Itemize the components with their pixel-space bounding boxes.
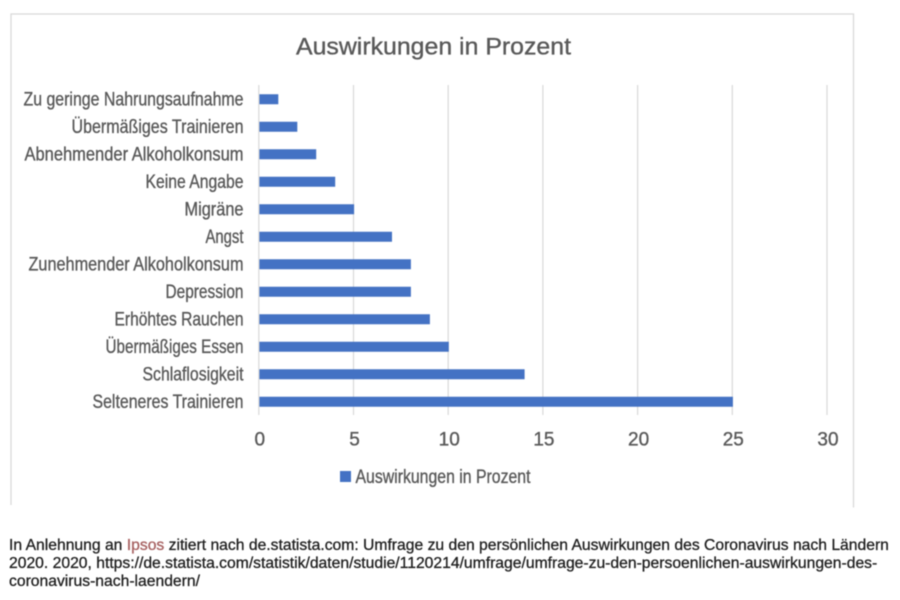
svg-text:Selteneres Trainieren: Selteneres Trainieren bbox=[93, 392, 244, 413]
svg-text:Auswirkungen in Prozent: Auswirkungen in Prozent bbox=[356, 467, 532, 488]
svg-text:30: 30 bbox=[817, 429, 838, 450]
svg-text:coronavirus-nach-laendern/: coronavirus-nach-laendern/ bbox=[9, 573, 201, 590]
svg-text:Auswirkungen in Prozent: Auswirkungen in Prozent bbox=[296, 34, 571, 61]
svg-text:Migräne: Migräne bbox=[185, 200, 244, 221]
svg-text:Zu geringe Nahrungsaufnahme: Zu geringe Nahrungsaufnahme bbox=[24, 90, 244, 111]
svg-text:5: 5 bbox=[349, 429, 360, 450]
svg-text:2020. 2020, https://de.statist: 2020. 2020, https://de.statista.com/stat… bbox=[9, 555, 877, 572]
svg-text:Abnehmender Alkoholkonsum: Abnehmender Alkoholkonsum bbox=[25, 145, 244, 166]
svg-text:Zunehmender Alkoholkonsum: Zunehmender Alkoholkonsum bbox=[29, 255, 244, 276]
svg-text:Erhöhtes Rauchen: Erhöhtes Rauchen bbox=[115, 310, 244, 331]
svg-text:Depression: Depression bbox=[166, 282, 244, 303]
svg-text:Keine Angabe: Keine Angabe bbox=[146, 172, 244, 193]
svg-text:10: 10 bbox=[439, 429, 460, 450]
svg-text:Übermäßiges Trainieren: Übermäßiges Trainieren bbox=[72, 117, 244, 138]
svg-text:0: 0 bbox=[255, 429, 266, 450]
svg-text:20: 20 bbox=[628, 429, 649, 450]
svg-text:In Anlehnung an Ipsos zitiert: In Anlehnung an Ipsos zitiert nach de.st… bbox=[9, 537, 889, 554]
svg-text:15: 15 bbox=[533, 429, 554, 450]
svg-text:Schlaflosigkeit: Schlaflosigkeit bbox=[143, 365, 245, 386]
svg-text:Angst: Angst bbox=[206, 227, 245, 248]
svg-text:25: 25 bbox=[723, 429, 744, 450]
svg-text:Übermäßiges Essen: Übermäßiges Essen bbox=[106, 337, 244, 358]
